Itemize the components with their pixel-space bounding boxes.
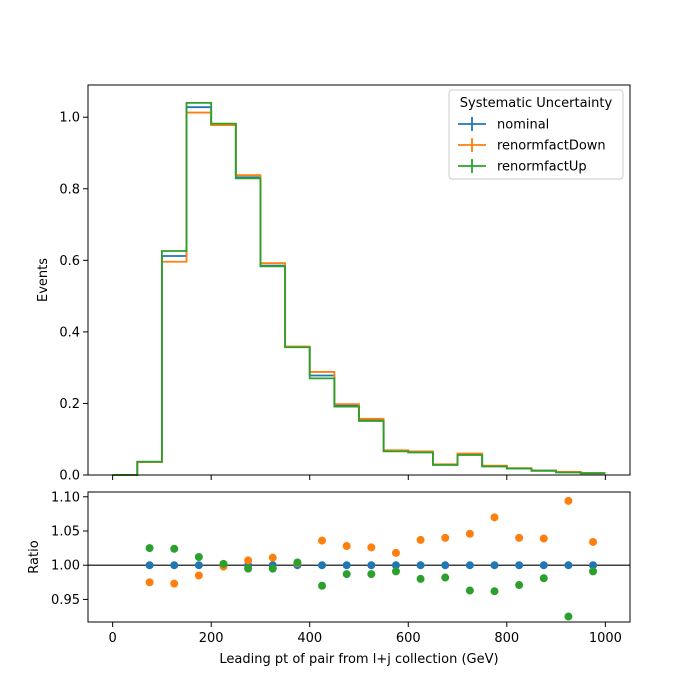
ratio-point-nominal (416, 561, 425, 570)
ratio-point-nominal (515, 561, 524, 570)
ratio-point-nominal (145, 561, 154, 570)
ratio-y-tick-label: 0.95 (51, 593, 80, 608)
ratio-point-renormfactUp (589, 567, 598, 576)
legend-label-nominal: nominal (497, 118, 549, 133)
ratio-point-renormfactUp (244, 564, 253, 573)
main-y-tick-label: 1.0 (59, 111, 80, 126)
ratio-point-renormfactUp (490, 587, 499, 596)
ratio-point-renormfactDown (318, 536, 327, 545)
ratio-point-renormfactDown (367, 543, 376, 552)
ratio-point-renormfactUp (465, 586, 474, 595)
ratio-y-tick-label: 1.10 (51, 490, 80, 505)
x-tick-label: 400 (297, 631, 322, 646)
ratio-point-renormfactDown (416, 535, 425, 544)
main-y-tick-label: 0.2 (59, 397, 80, 412)
ratio-point-renormfactDown (391, 548, 400, 557)
series-renormfactUp-step-line (112, 101, 606, 476)
legend: Systematic Uncertainty nominal renormfact… (448, 89, 624, 180)
ratio-point-renormfactUp (539, 574, 548, 583)
legend-title: Systematic Uncertainty (460, 96, 613, 111)
main-y-tick-label: 0.0 (59, 469, 80, 484)
ratio-point-nominal (367, 561, 376, 570)
ratio-point-nominal (490, 561, 499, 570)
x-tick-label: 0 (108, 631, 116, 646)
main-y-ticks: 0.0 0.2 0.4 0.6 0.8 1.0 (59, 111, 88, 484)
ratio-point-nominal (589, 561, 598, 570)
main-y-axis-label: Events (36, 258, 51, 302)
ratio-point-nominal (391, 561, 400, 570)
ratio-point-nominal (539, 561, 548, 570)
ratio-point-renormfactDown (244, 556, 253, 565)
main-x-ticks (112, 475, 606, 480)
ratio-point-renormfactUp (293, 558, 302, 567)
ratio-y-tick-label: 1.00 (51, 559, 80, 574)
legend-entry-renormfactDown: renormfactDown (458, 138, 606, 154)
ratio-y-tick-label: 1.05 (51, 525, 80, 540)
ratio-point-renormfactDown (490, 513, 499, 522)
ratio-point-renormfactUp (515, 581, 524, 590)
x-tick-label: 200 (199, 631, 224, 646)
ratio-point-nominal (318, 561, 327, 570)
legend-box (448, 89, 624, 180)
ratio-point-renormfactUp (342, 570, 351, 579)
legend-label-renormfactDown: renormfactDown (497, 139, 606, 154)
legend-entries: nominal renormfactDown renormfactUp (458, 117, 606, 175)
x-tick-label: 600 (396, 631, 421, 646)
ratio-y-axis-label: Ratio (27, 540, 42, 573)
ratio-point-renormfactDown (589, 537, 598, 546)
ratio-point-renormfactDown (342, 542, 351, 551)
legend-label-renormfactUp: renormfactUp (497, 160, 587, 175)
ratio-point-nominal (194, 561, 203, 570)
ratio-point-renormfactUp (268, 564, 277, 573)
ratio-point-renormfactUp (416, 574, 425, 583)
ratio-point-renormfactUp (145, 544, 154, 553)
ratio-point-nominal (465, 561, 474, 570)
ratio-point-renormfactDown (268, 553, 277, 562)
ratio-point-renormfactDown (441, 533, 450, 542)
ratio-point-nominal (564, 561, 573, 570)
ratio-series-group (145, 496, 598, 621)
ratio-point-renormfactDown (564, 496, 573, 505)
ratio-x-ticks: 0 200 400 600 800 1000 (108, 622, 622, 646)
ratio-point-renormfactUp (318, 581, 327, 590)
ratio-point-nominal (170, 561, 179, 570)
ratio-plot: 0 200 400 600 800 1000 0.95 1.00 1.05 1.10 Ratio… (27, 490, 631, 667)
main-series-group (112, 101, 606, 476)
ratio-plot-frame (87, 491, 631, 623)
x-tick-label: 1000 (589, 631, 622, 646)
main-plot: 0.0 0.2 0.4 0.6 0.8 1.0 Events (36, 84, 631, 484)
ratio-point-renormfactUp (194, 553, 203, 561)
ratio-point-renormfactUp (170, 544, 179, 553)
ratio-point-nominal (441, 561, 450, 570)
ratio-point-renormfactUp (219, 559, 228, 568)
ratio-point-nominal (342, 561, 351, 570)
main-plot-frame (87, 84, 631, 476)
ratio-point-renormfactUp (564, 612, 573, 621)
ratio-point-renormfactUp (441, 573, 450, 582)
ratio-point-renormfactDown (194, 571, 203, 580)
legend-entry-renormfactUp: renormfactUp (458, 159, 587, 175)
main-y-tick-label: 0.6 (59, 254, 80, 269)
ratio-point-renormfactDown (170, 579, 179, 588)
ratio-point-renormfactUp (391, 567, 400, 576)
ratio-y-ticks: 0.95 1.00 1.05 1.10 (51, 490, 88, 608)
legend-entry-nominal: nominal (458, 117, 549, 133)
main-y-tick-label: 0.4 (59, 325, 80, 340)
ratio-point-renormfactDown (145, 578, 154, 587)
x-axis-label: Leading pt of pair from l+j collection (… (219, 652, 498, 667)
main-y-tick-label: 0.8 (59, 182, 80, 197)
ratio-point-renormfactDown (539, 534, 548, 543)
ratio-point-renormfactDown (465, 529, 474, 538)
ratio-point-renormfactDown (515, 533, 524, 542)
ratio-point-renormfactUp (367, 570, 376, 579)
x-tick-label: 800 (494, 631, 519, 646)
